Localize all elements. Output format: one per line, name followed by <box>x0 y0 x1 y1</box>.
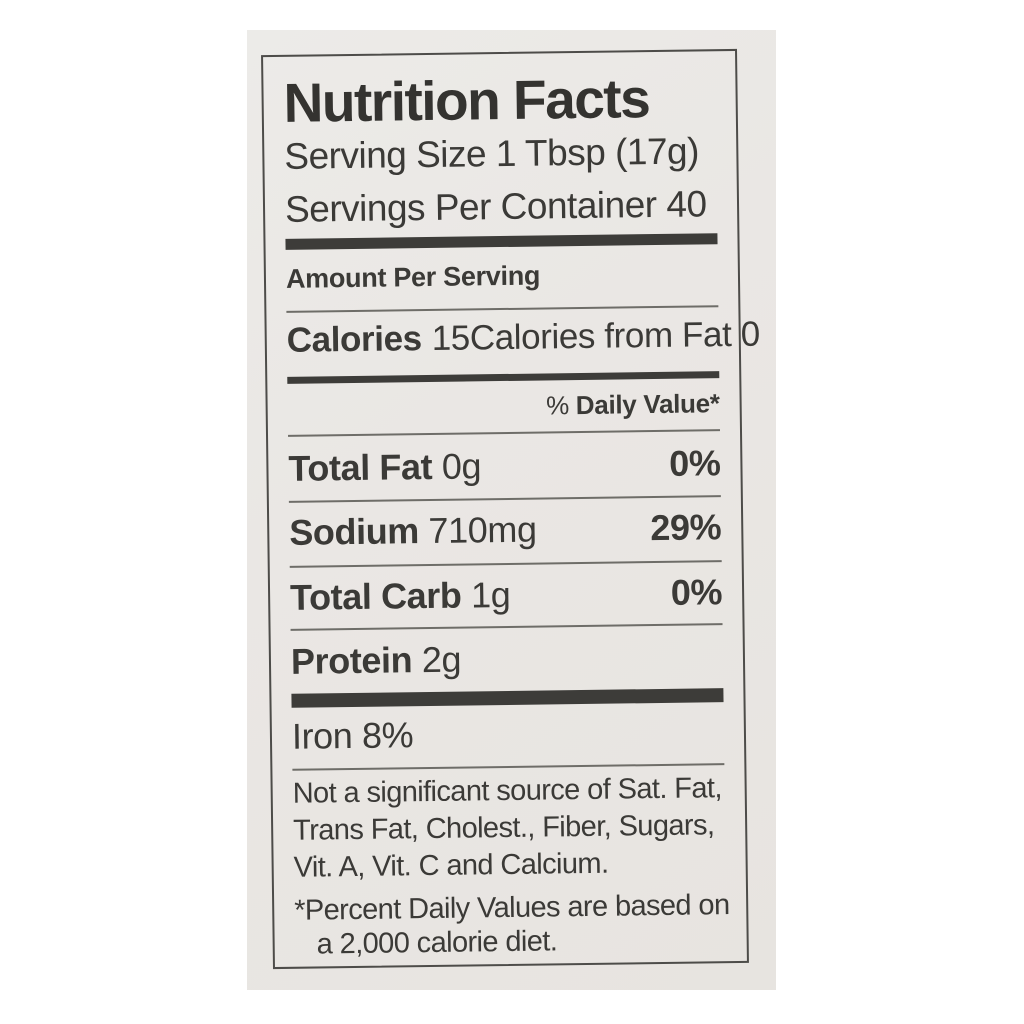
divider-rule <box>289 560 722 568</box>
nutrient-daily-value <box>723 635 724 677</box>
nutrient-amount: 2g <box>421 638 462 681</box>
serving-size-line: Serving Size 1 Tbsp (17g) <box>284 130 700 177</box>
nutrition-facts-panel: Nutrition Facts Serving Size 1 Tbsp (17g… <box>261 48 761 970</box>
separator-bar-thick <box>291 688 724 708</box>
iron-line: Iron 8% <box>291 714 414 757</box>
divider-rule <box>292 763 725 771</box>
product-label-photo: Nutrition Facts Serving Size 1 Tbsp (17g… <box>247 30 776 990</box>
calories-label: Calories <box>286 319 422 360</box>
nutrition-facts-title: Nutrition Facts <box>283 67 650 134</box>
footnote-line: Vit. A, Vit. C and Calcium. <box>293 847 609 884</box>
nutrient-daily-value: 0% <box>670 571 723 613</box>
note-line: a 2,000 calorie diet. <box>316 925 558 961</box>
divider-rule <box>286 305 719 313</box>
footnote-line: Trans Fat, Cholest., Fiber, Sugars, <box>292 809 715 847</box>
nutrient-name: Total Carb <box>289 574 462 618</box>
nutrient-name: Sodium <box>289 510 420 553</box>
nutrient-row-protein: Protein 2g <box>291 635 724 683</box>
nutrient-name: Protein <box>290 639 413 682</box>
footnote-line: Not a significant source of Sat. Fat, <box>292 772 723 810</box>
daily-value-percent-sign: % <box>545 390 577 421</box>
nutrient-amount: 1g <box>470 573 511 616</box>
nutrient-name-amount: Sodium 710mg <box>289 509 537 554</box>
nutrient-row-total-carb: Total Carb 1g 0% <box>290 571 723 619</box>
nutrient-amount: 710mg <box>428 508 537 552</box>
note-line: *Percent Daily Values are based on <box>294 889 730 927</box>
daily-value-header-label: Daily Value* <box>575 388 720 421</box>
nutrient-name-amount: Protein 2g <box>291 639 462 683</box>
divider-rule <box>290 623 723 631</box>
amount-per-serving-label: Amount Per Serving <box>285 260 541 294</box>
daily-values-note: *Percent Daily Values are based on a 2,0… <box>294 888 730 962</box>
nutrient-name-amount: Total Fat 0g <box>288 445 481 490</box>
nutrient-amount: 0g <box>441 445 482 487</box>
calories-value-group: Calories 15 <box>287 318 471 360</box>
nutrient-row-sodium: Sodium 710mg 29% <box>289 506 722 554</box>
nutrient-name: Total Fat <box>288 445 433 489</box>
divider-rule <box>288 429 720 437</box>
not-significant-footnote: Not a significant source of Sat. Fat, Tr… <box>292 770 725 887</box>
daily-value-header: % Daily Value* <box>287 388 720 425</box>
nutrient-row-total-fat: Total Fat 0g 0% <box>288 442 721 490</box>
calories-from-fat: Calories from Fat 0 <box>469 314 761 358</box>
nutrient-daily-value: 29% <box>650 506 722 549</box>
servings-per-container-line: Servings Per Container 40 <box>284 183 707 230</box>
separator-bar-medium <box>287 371 720 384</box>
separator-bar-thick <box>285 233 718 250</box>
calories-row: Calories 15 Calories from Fat 0 <box>287 315 761 361</box>
nutrient-daily-value: 0% <box>668 442 721 484</box>
calories-value: 15 <box>431 318 471 358</box>
divider-rule <box>288 495 721 503</box>
nutrient-name-amount: Total Carb 1g <box>290 574 511 619</box>
